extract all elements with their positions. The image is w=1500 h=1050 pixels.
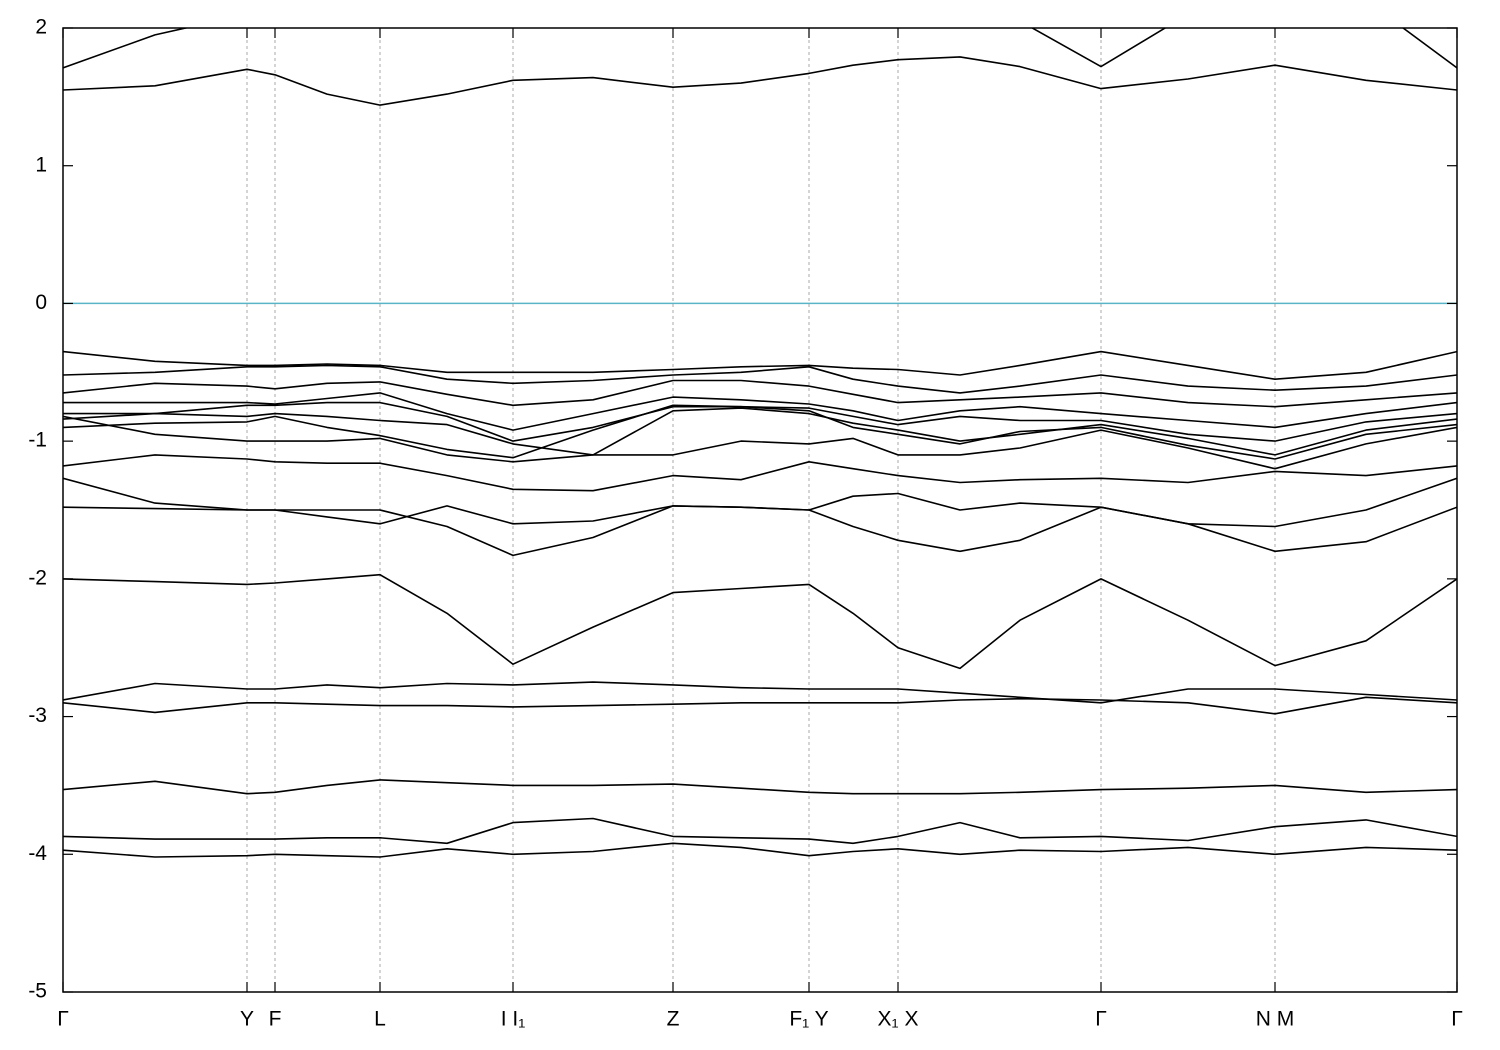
y-tick-label: -4: [28, 842, 47, 865]
bands-layer: [63, 28, 1457, 858]
band-line: [63, 842, 1457, 858]
y-tick-label: 0: [35, 291, 47, 314]
x-tick-label: X₁ X: [878, 1008, 919, 1031]
x-tick-label: Γ: [1095, 1008, 1107, 1031]
plot-frame: [62, 27, 1458, 993]
x-tick-label: I I₁: [501, 1008, 526, 1031]
y-tick-label: 1: [35, 153, 47, 176]
band-line: [63, 573, 1457, 670]
band-line: [63, 817, 1457, 845]
y-tick-label: -3: [28, 704, 47, 727]
band-line: [63, 407, 1457, 456]
x-tick-label: Γ: [57, 1008, 69, 1031]
x-tick-label: Y: [240, 1008, 254, 1031]
x-tick-label: N M: [1256, 1008, 1295, 1031]
band-line: [63, 779, 1457, 795]
y-tick-label: 2: [35, 16, 47, 39]
y-tick-label: -2: [28, 566, 47, 589]
band-line: [63, 681, 1457, 704]
band-line: [63, 415, 1457, 470]
band-line: [63, 364, 1457, 394]
x-tick-label: L: [374, 1008, 386, 1031]
band-line: [63, 56, 1457, 106]
band-line: [63, 477, 1457, 528]
band-line: [63, 505, 1457, 557]
x-tick-label: F: [269, 1008, 282, 1031]
band-line: [63, 350, 1457, 380]
band-line: [63, 28, 1457, 69]
x-tick-label: Z: [667, 1008, 680, 1031]
band-line: [63, 379, 1457, 408]
x-tick-label: F₁ Y: [789, 1008, 828, 1031]
y-tick-label: -1: [28, 429, 47, 452]
x-tick-label: Γ: [1451, 1008, 1463, 1031]
axes-layer: -5 -4 -3 -2 -1 0 1 2 Γ Y F L I I₁ Z F₁ Y X₁ X Γ N M Γ: [28, 16, 1462, 1031]
band-line: [63, 392, 1457, 431]
band-line: [63, 696, 1457, 715]
band-line: [63, 454, 1457, 492]
y-tick-label: -5: [28, 980, 47, 1003]
band-line: [63, 404, 1457, 460]
